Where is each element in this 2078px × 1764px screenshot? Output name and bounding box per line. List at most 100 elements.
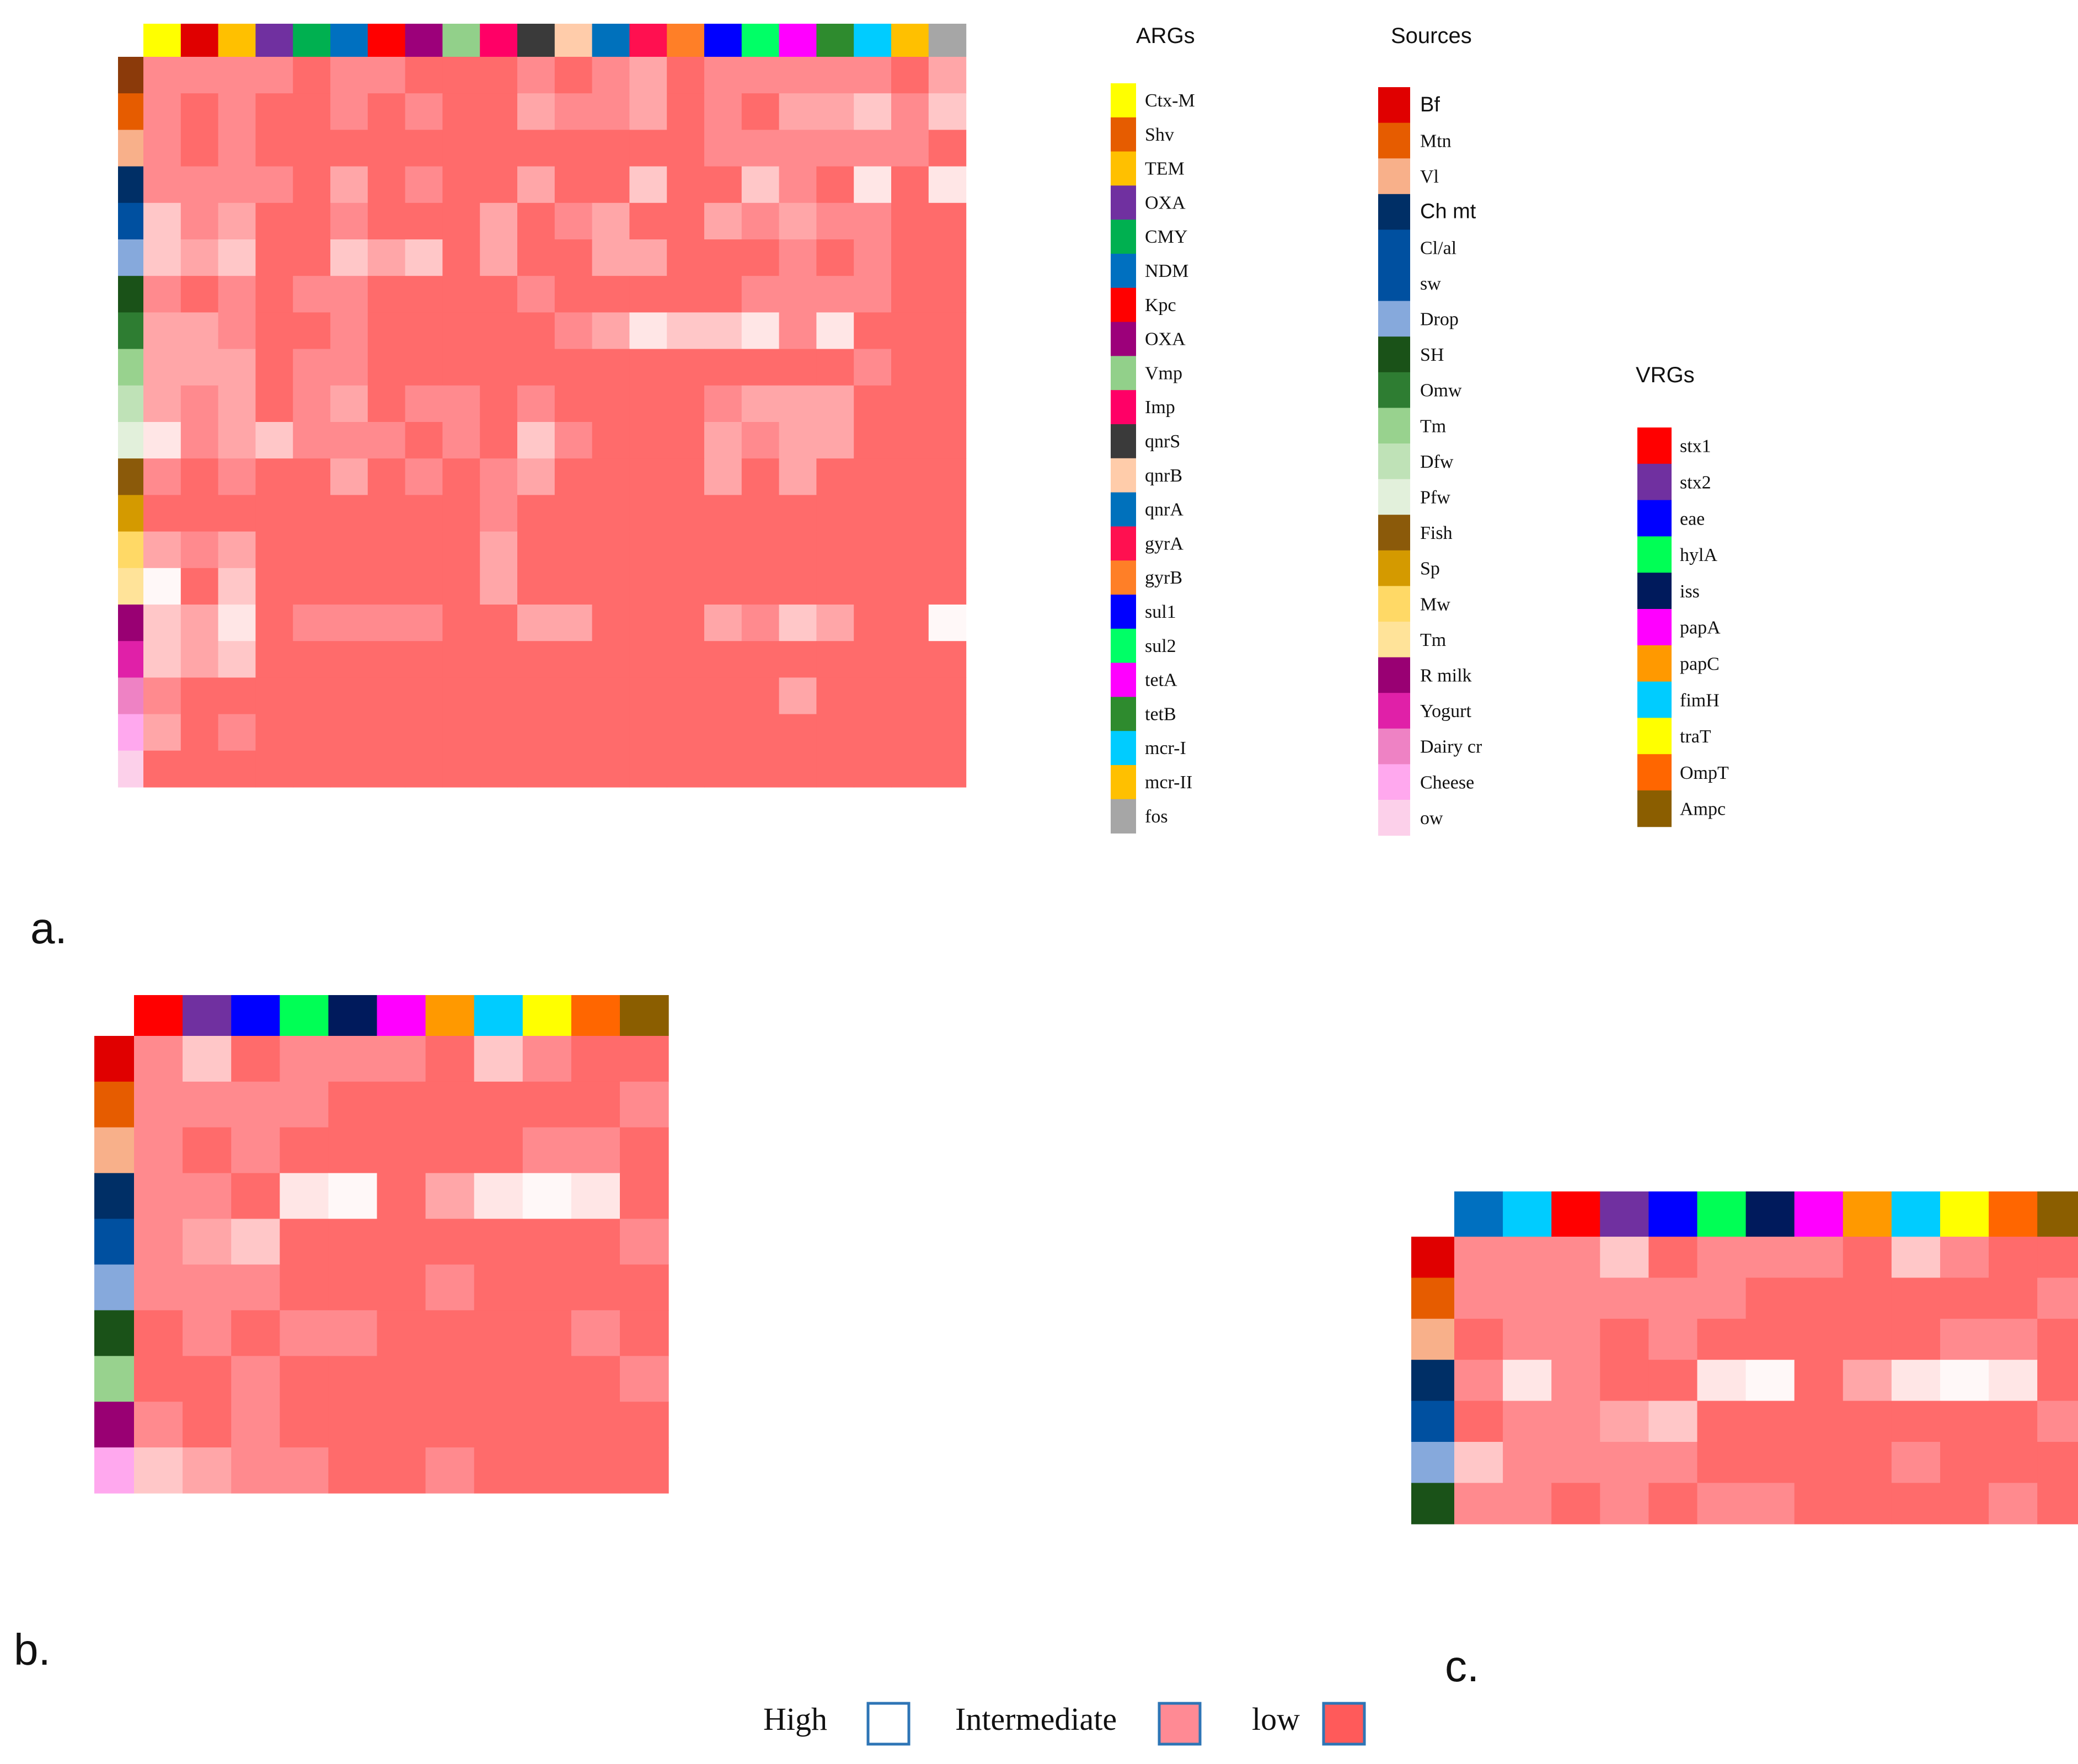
heatmap-cell-a [367,239,406,276]
heatmap-cell-a [143,605,181,642]
heatmap-cell-c [1891,1400,1941,1442]
heatmap-cell-a [928,568,967,605]
heatmap-cell-b [183,1447,232,1494]
col-header-b-0 [134,995,183,1036]
heatmap-cell-a [480,458,518,495]
heatmap-cell-a [816,349,854,386]
heatmap-cell-c [1551,1318,1600,1360]
heatmap-cell-a [816,276,854,313]
heatmap-cell-c [1454,1442,1503,1483]
heatmap-cell-a [218,385,256,423]
col-header-b-6 [425,995,475,1036]
heatmap-cell-a [891,385,929,423]
legend-sources-swatch [1378,586,1410,622]
legend-args-label: Imp [1145,397,1175,418]
heatmap-cell-a [592,677,630,715]
row-header-a-19 [118,750,143,788]
heatmap-cell-a [854,276,892,313]
heatmap-cell-a [629,276,667,313]
heatmap-cell-a [779,605,817,642]
heatmap-cell-a [592,641,630,678]
heatmap-cell-a [779,458,817,495]
heatmap-cell-a [367,495,406,532]
heatmap-cell-a [293,605,331,642]
heatmap-cell-a [143,677,181,715]
legend-args-swatch [1111,799,1136,834]
heatmap-cell-a [293,166,331,204]
heatmap-cell-c [1989,1483,2038,1525]
heatmap-cell-b [377,1036,426,1082]
heatmap-cell-a [218,568,256,605]
legend-sources-swatch [1378,657,1410,693]
heatmap-cell-a [854,458,892,495]
heatmap-cell-a [255,166,293,204]
heatmap-cell-c [1989,1237,2038,1278]
legend-sources-swatch [1378,194,1410,230]
heatmap-cell-a [180,312,219,350]
heatmap-cell-a [255,568,293,605]
legend-sources-label: Cheese [1420,772,1474,793]
key-label: Intermediate [955,1701,1117,1737]
heatmap-cell-a [741,239,780,276]
heatmap-cell-b [328,1081,378,1128]
key-label: low [1252,1701,1300,1737]
legend-args-swatch [1111,220,1136,254]
col-header-a-18 [816,24,854,57]
heatmap-cell-a [704,714,742,751]
legend-vrgs-swatch [1637,500,1672,537]
heatmap-cell-a [704,568,742,605]
heatmap-cell-b [183,1402,232,1448]
heatmap-cell-a [779,239,817,276]
legend-vrgs-label: fimH [1680,690,1720,710]
heatmap-cell-a [854,349,892,386]
heatmap-cell-c [1940,1318,1989,1360]
heatmap-cell-a [667,750,705,788]
heatmap-cell-a [330,458,368,495]
heatmap-cell-c [1940,1400,1989,1442]
heatmap-cell-a [330,57,368,94]
heatmap-cell-a [330,239,368,276]
heatmap-cell-b [425,1127,475,1174]
col-header-a-6 [367,24,406,57]
heatmap-cell-a [480,57,518,94]
heatmap-cell-a [442,57,480,94]
col-header-a-12 [592,24,630,57]
heatmap-cell-a [629,239,667,276]
heatmap-cell-b [522,1402,572,1448]
row-header-c-6 [1411,1483,1454,1525]
heatmap-cell-c [1503,1400,1552,1442]
heatmap-cell-c [1940,1360,1989,1402]
heatmap-cell-c [1454,1483,1503,1525]
heatmap-cell-a [442,276,480,313]
heatmap-cell-c [1745,1237,1795,1278]
col-header-c-3 [1600,1191,1649,1237]
heatmap-cell-c [2037,1237,2078,1278]
heatmap-cell-c [1600,1483,1649,1525]
legend-sources-label: Omw [1420,381,1462,401]
heatmap-cell-a [255,605,293,642]
key-swatch [1322,1702,1366,1746]
heatmap-cell-a [293,385,331,423]
heatmap-cell-b [425,1218,475,1265]
heatmap-cell-a [293,531,331,569]
col-header-b-9 [571,995,620,1036]
heatmap-cell-c [1745,1360,1795,1402]
col-header-b-1 [183,995,232,1036]
heatmap-cell-a [629,495,667,532]
col-header-a-8 [442,24,480,57]
heatmap-cell-c [1551,1237,1600,1278]
legend-sources-swatch [1378,443,1410,480]
heatmap-cell-a [367,312,406,350]
legend-args-label: tetB [1145,704,1176,724]
heatmap-cell-a [816,166,854,204]
heatmap-cell-a [442,166,480,204]
heatmap-cell-a [180,714,219,751]
heatmap-cell-b [571,1173,620,1220]
heatmap-cell-a [405,714,443,751]
heatmap-cell-a [442,349,480,386]
heatmap-cell-c [1794,1277,1844,1319]
heatmap-cell-c [1843,1442,1892,1483]
heatmap-cell-a [667,495,705,532]
heatmap-cell-a [741,166,780,204]
heatmap-cell-b [474,1447,523,1494]
